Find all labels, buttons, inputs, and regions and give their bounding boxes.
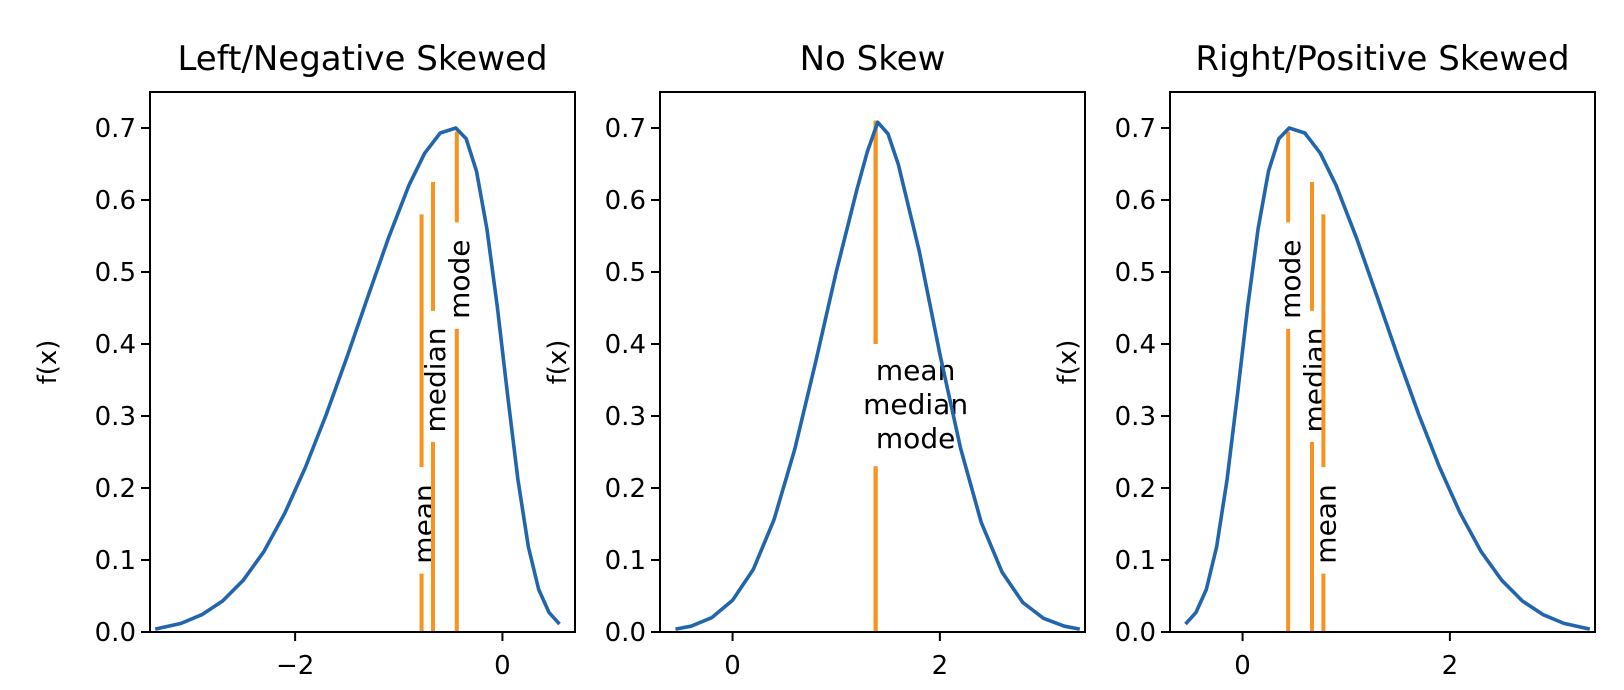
marker-label-mean: mean [1309, 484, 1342, 563]
density-curve [1184, 126, 1591, 631]
x-tick-label: 0 [494, 651, 511, 681]
y-tick-label: 0.5 [1115, 258, 1156, 288]
annotation-mode: mode [876, 422, 955, 455]
y-tick-label: 0.5 [95, 258, 136, 288]
panel-title: Left/Negative Skewed [177, 39, 547, 79]
y-tick-label: 0.4 [95, 330, 136, 360]
y-tick-label: 0.4 [1115, 330, 1156, 360]
y-tick-label: 0.5 [605, 258, 646, 288]
panel-no-skew: No Skew f(x) 0.0 0.1 0.2 0.3 0.4 0.5 0.6 0.7 0 2 m… [543, 39, 1086, 681]
y-tick-label: 0.2 [95, 474, 136, 504]
y-tick-label: 0.3 [95, 402, 136, 432]
y-axis-label: f(x) [1053, 340, 1083, 385]
axes-frame [1169, 91, 1596, 633]
x-tick-label: 2 [1442, 651, 1459, 681]
y-tick-label: 0.1 [1115, 546, 1156, 576]
x-tick-label: 2 [932, 651, 949, 681]
y-tick-label: 0.6 [1115, 186, 1156, 216]
density-curve [154, 126, 561, 631]
marker-label-median: median [419, 328, 452, 433]
y-tick-label: 0.7 [1115, 114, 1156, 144]
marker-label-median: median [1298, 328, 1331, 433]
axes-frame [149, 91, 576, 633]
y-tick-label: 0.1 [605, 546, 646, 576]
y-axis-label: f(x) [33, 340, 63, 385]
y-tick-label: 0.4 [605, 330, 646, 360]
y-tick-label: 0.7 [605, 114, 646, 144]
x-tick-label: −2 [276, 651, 314, 681]
marker-label-mean: mean [408, 484, 441, 563]
y-tick-label: 0.6 [605, 186, 646, 216]
y-tick-label: 0.2 [605, 474, 646, 504]
y-tick-label: 0.3 [605, 402, 646, 432]
y-tick-label: 0.0 [1115, 618, 1156, 648]
axes-frame [659, 91, 1086, 633]
x-tick-label: 0 [724, 651, 741, 681]
marker-label-mode: mode [443, 239, 476, 318]
y-tick-label: 0.1 [95, 546, 136, 576]
y-tick-label: 0.3 [1115, 402, 1156, 432]
x-tick-label: 0 [1234, 651, 1251, 681]
y-tick-label: 0.7 [95, 114, 136, 144]
panel-title: Right/Positive Skewed [1195, 39, 1569, 79]
marker-label-mode: mode [1274, 239, 1307, 318]
y-tick-label: 0.0 [95, 618, 136, 648]
y-tick-label: 0.2 [1115, 474, 1156, 504]
panel-right-skewed: Right/Positive Skewed f(x) 0.0 0.1 0.2 0.3 0… [1053, 39, 1596, 681]
y-axis-label: f(x) [543, 340, 573, 385]
panel-title: No Skew [800, 39, 946, 79]
y-tick-label: 0.6 [95, 186, 136, 216]
panel-left-skewed: Left/Negative Skewed f(x) 0.0 0.1 0.2 0.3 0.… [33, 39, 576, 681]
y-tick-label: 0.0 [605, 618, 646, 648]
density-curve [675, 120, 1081, 631]
